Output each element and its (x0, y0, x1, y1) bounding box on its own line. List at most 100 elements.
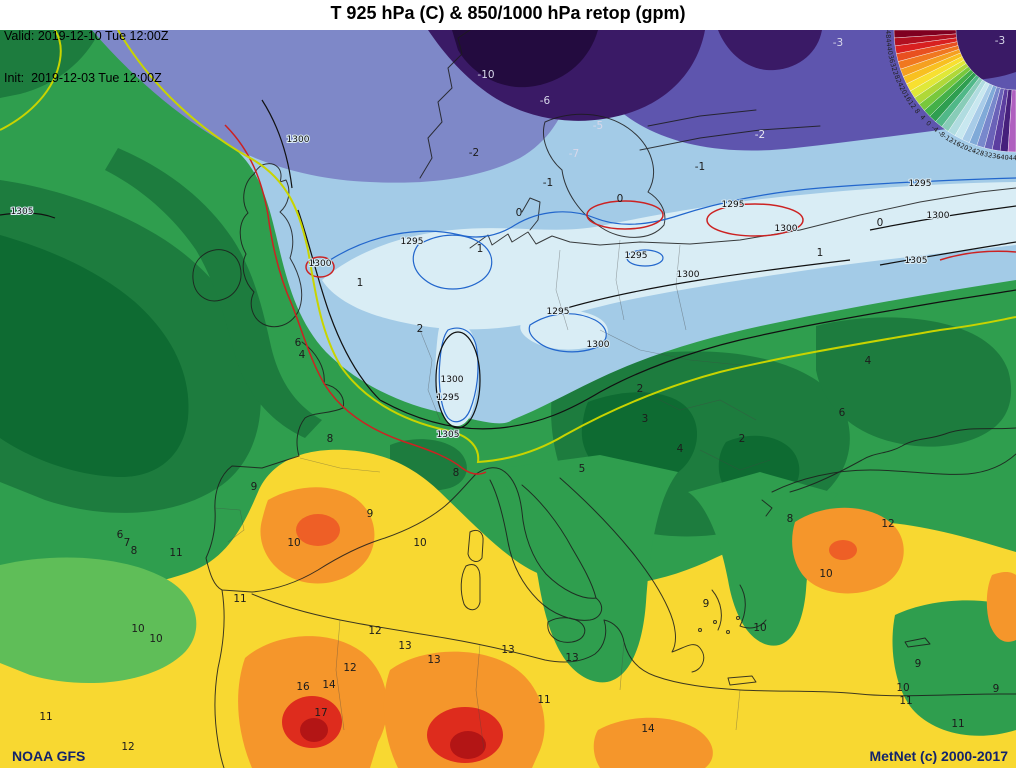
temperature-label: 11 (537, 694, 550, 706)
temperature-label: 13 (565, 652, 578, 664)
temperature-label: 14 (641, 723, 655, 735)
temperature-label: -6 (540, 95, 551, 107)
contour-label: 1300 (775, 224, 798, 234)
legend-tick-label: -24 (965, 144, 978, 155)
temperature-label: 0 (617, 193, 624, 205)
temperature-label: 1 (357, 277, 364, 289)
header-bar: Valid: 2019-12-10 Tue 12:00Z Init: 2019-… (0, 0, 1016, 85)
pale-cold-core (322, 182, 1016, 427)
temperature-label: 11 (233, 593, 246, 605)
contour-label: 1300 (587, 340, 610, 350)
time-block: Valid: 2019-12-10 Tue 12:00Z Init: 2019-… (4, 1, 168, 113)
retop-contours-blue (329, 177, 1016, 423)
legend-tick-label: 24 (894, 77, 905, 88)
temperature-label: 10 (896, 682, 909, 694)
legend-tick-label: 0 (924, 119, 932, 128)
temperature-label: 6 (117, 529, 124, 541)
temperature-label: 11 (169, 547, 182, 559)
temperature-label: 2 (417, 323, 424, 335)
temperature-label: 8 (327, 433, 334, 445)
isotherm-yellow-green (0, 30, 1016, 464)
contour-label: 1300 (441, 375, 464, 385)
temperature-label: 3 (642, 413, 649, 425)
legend-tick-label: -36 (989, 151, 1001, 161)
temperature-label: 11 (951, 718, 964, 730)
weather-map-canvas: 1300130513001295129513001305129513001295… (0, 30, 1016, 768)
legend-tick-label: 36 (887, 54, 897, 64)
retop-contours-black (0, 99, 1016, 430)
legend-tick-label: 28 (891, 70, 901, 81)
temperature-label: -3 (833, 37, 843, 49)
temperature-label: 16 (296, 681, 310, 693)
temperature-label: 10 (287, 537, 300, 549)
temperature-label: 13 (427, 654, 440, 666)
country-borders (213, 239, 771, 751)
color-scale-legend: 48444036322824201612840-4-8-12-16-20-24-… (884, 30, 1016, 162)
contour-label: 1300 (677, 270, 700, 280)
init-time: Init: 2019-12-03 Tue 12:00Z (4, 71, 162, 85)
temperature-label: 11 (39, 711, 52, 723)
temperature-label: -7 (569, 148, 579, 160)
temperature-label: 9 (703, 598, 710, 610)
temperature-label: 8 (131, 545, 138, 557)
legend-tick-label: -4 (930, 124, 940, 134)
temperature-label: -2 (755, 129, 765, 141)
temperature-label: 7 (124, 537, 131, 549)
temperature-label: 6 (839, 407, 846, 419)
legend-tick-label: 44 (884, 38, 893, 47)
legend-tick-label: 48 (884, 30, 892, 38)
temperature-label: 10 (413, 537, 426, 549)
model-source-label: NOAA GFS (12, 748, 86, 764)
temperature-label: 10 (149, 633, 162, 645)
temperature-label: -3 (995, 35, 1005, 47)
temperature-label: 8 (453, 467, 460, 479)
coastlines (192, 30, 1016, 768)
temperature-label: 10 (819, 568, 832, 580)
temperature-label: 11 (899, 695, 912, 707)
temperature-label: 6 (295, 337, 302, 349)
copyright-label: MetNet (c) 2000-2017 (869, 748, 1008, 764)
legend-tick-label: -32 (981, 150, 993, 160)
temperature-label: 12 (121, 741, 134, 753)
temperature-label: 10 (131, 623, 144, 635)
temperature-label: 9 (251, 481, 258, 493)
temperature-label: 13 (398, 640, 411, 652)
contour-label: 1305 (437, 430, 460, 440)
legend-tick-label: -28 (973, 147, 985, 158)
temperature-label: -2 (469, 147, 479, 159)
contour-label: 1300 (927, 211, 950, 221)
contour-label: 1295 (625, 251, 648, 261)
temperature-label: 12 (368, 625, 381, 637)
legend-tick-label: 32 (888, 62, 898, 72)
contour-label: 1295 (437, 393, 460, 403)
temperature-label: 14 (322, 679, 336, 691)
legend-tick-label: 4 (918, 113, 927, 121)
legend-tick-label: 20 (898, 85, 909, 96)
temperature-label: 2 (739, 433, 746, 445)
legend-tick-label: 12 (906, 99, 917, 110)
legend-tick-label: -40 (998, 153, 1009, 162)
temperature-label: 1 (817, 247, 824, 259)
legend-tick-label: -44 (1006, 154, 1016, 162)
temperature-label: -5 (593, 120, 603, 132)
temperature-label: 5 (579, 463, 586, 475)
isotherm-red (224, 124, 1016, 475)
contour-label: 1305 (11, 207, 34, 217)
contour-label: 1295 (722, 200, 745, 210)
temperature-label: 4 (299, 349, 306, 361)
legend-tick-label: 40 (885, 46, 894, 55)
temperature-label: 0 (516, 207, 523, 219)
legend-tick-label: -20 (957, 141, 970, 153)
contour-label: 1305 (905, 256, 928, 266)
temperature-label: 17 (314, 707, 327, 719)
contour-labels: 1300130513001295129513001305129513001295… (10, 134, 951, 441)
temperature-label: 9 (993, 683, 1000, 695)
temperature-label: 0 (877, 217, 884, 229)
contour-label: 1295 (547, 307, 570, 317)
temperature-label: 9 (367, 508, 374, 520)
map-area: 1300 1305 1300 1295 1295 1300 1305 1295 1300 1295… (0, 30, 1016, 768)
temperature-label: 12 (343, 662, 356, 674)
temperature-label: -1 (543, 177, 553, 189)
temperature-label: 12 (881, 518, 894, 530)
